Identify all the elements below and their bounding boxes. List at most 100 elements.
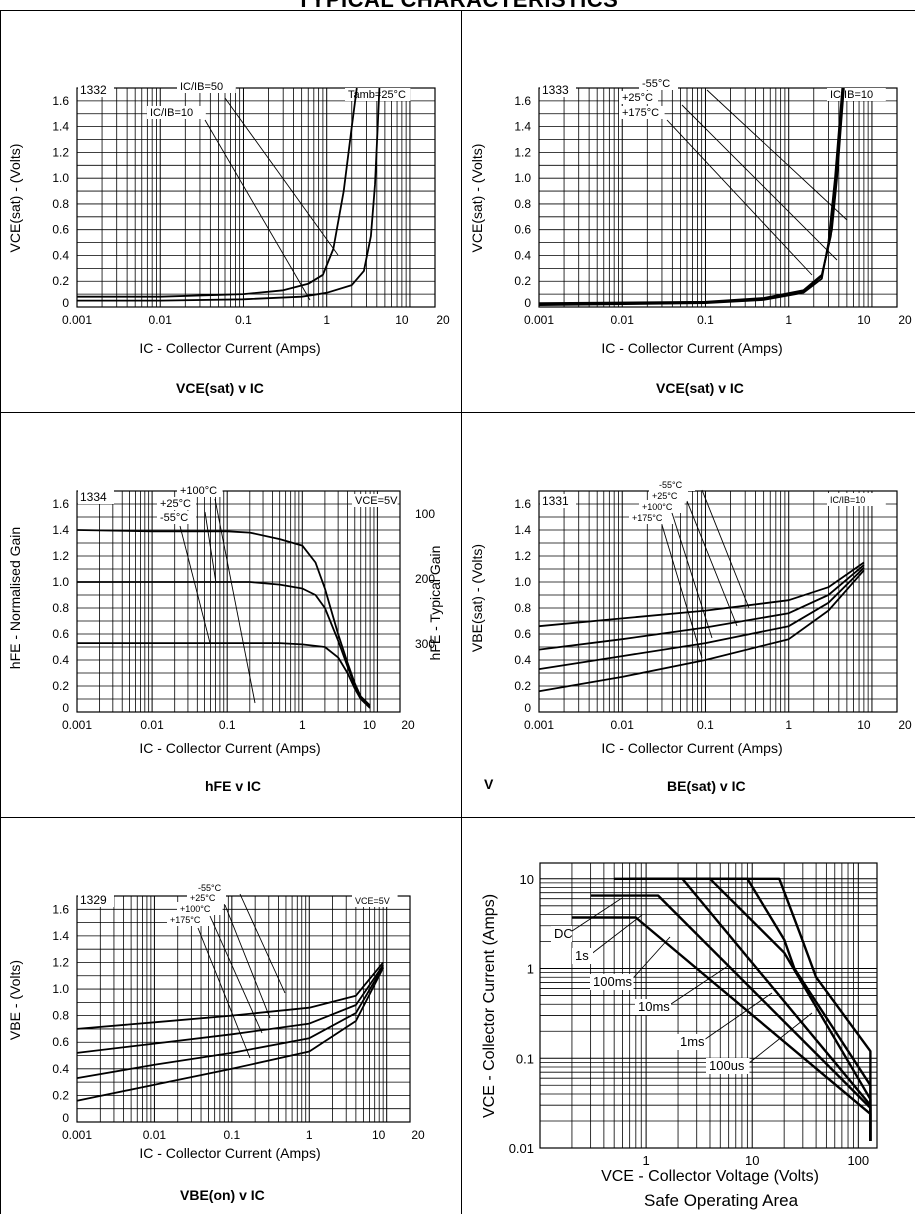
y-tick-label: 1 bbox=[527, 962, 534, 977]
annotation-label: 100ms bbox=[593, 974, 633, 989]
leader-line bbox=[224, 97, 339, 256]
series-line bbox=[538, 87, 845, 304]
y-tick-label: 1.0 bbox=[52, 982, 69, 996]
y-tick-label: 0.8 bbox=[52, 1009, 69, 1023]
figure-number-background bbox=[78, 83, 114, 97]
x-tick-label: 1 bbox=[299, 718, 306, 732]
chart-hfe-1334: +100°C+25°C -55°C VCE=5V 1334 0.001 0.01 0.1 1 1… bbox=[7, 484, 443, 756]
annotation-background bbox=[677, 1034, 706, 1050]
y-tick-label: 0.6 bbox=[52, 627, 69, 641]
leader-line bbox=[214, 498, 256, 704]
right-y-tick-label: 200 bbox=[415, 572, 435, 586]
plot-frame bbox=[76, 490, 401, 713]
series-line bbox=[76, 961, 384, 1030]
y-axis-label: VBE - (Volts) bbox=[7, 960, 23, 1040]
y-tick-label: 0 bbox=[62, 701, 69, 715]
y-tick-label: 1.0 bbox=[514, 575, 531, 589]
annotation-background bbox=[590, 974, 634, 990]
x-tick-label: 20 bbox=[898, 718, 912, 732]
x-tick-label: 0.001 bbox=[62, 1128, 92, 1142]
y-tick-label: 0 bbox=[524, 701, 531, 715]
plot-frame bbox=[538, 87, 898, 308]
series-line bbox=[538, 567, 865, 670]
panel-hfe-1334: +100°C +25°C -55°C VCE=5V 1334 0.001 0.01 0.1 1 1… bbox=[0, 413, 461, 817]
y-tick-label: 0.6 bbox=[52, 223, 69, 237]
annotation-label: IC/IB=10 bbox=[830, 89, 873, 101]
chart-title-vbeon-1329: VBE(on) v IC bbox=[180, 1187, 265, 1203]
annotation-label: -55°C bbox=[642, 78, 670, 90]
y-axis-label: VCE - Collector Current (Amps) bbox=[481, 894, 498, 1118]
y-tick-label: 1.2 bbox=[52, 955, 69, 969]
annotation-background bbox=[629, 511, 675, 524]
series-line bbox=[538, 561, 865, 628]
leader-line bbox=[179, 525, 211, 644]
leader-line bbox=[204, 119, 311, 301]
series-line bbox=[76, 529, 371, 707]
figure-number-background bbox=[78, 490, 114, 504]
row-divider-1 bbox=[0, 412, 915, 413]
y-tick-label: 1.6 bbox=[52, 497, 69, 511]
x-tick-label: 1 bbox=[306, 1128, 313, 1142]
annotation-label: 1ms bbox=[680, 1034, 705, 1049]
x-tick-label: 0.1 bbox=[224, 1128, 241, 1142]
annotation-label: 1s bbox=[575, 948, 589, 963]
chart-title-lead-vbesat-1331: V bbox=[484, 776, 494, 792]
figure-number: 1332 bbox=[80, 83, 107, 97]
y-tick-label: 0.8 bbox=[514, 197, 531, 211]
x-tick-label: 10 bbox=[745, 1153, 759, 1168]
figure-number: 1334 bbox=[80, 490, 107, 504]
annotation-label: Tamb=25°C bbox=[348, 89, 406, 101]
plot-frame bbox=[76, 87, 436, 308]
y-tick-label: 1.0 bbox=[52, 171, 69, 185]
y-tick-label: 1.6 bbox=[52, 94, 69, 108]
column-divider bbox=[461, 10, 462, 1214]
x-tick-label: 10 bbox=[363, 718, 377, 732]
panel-vcesat-1333: -55°C +25°C +175°C IC/IB=10 1333 0.001 0.01 0.1… bbox=[462, 10, 915, 412]
x-tick-label: 20 bbox=[898, 313, 912, 327]
x-tick-label: 0.001 bbox=[62, 718, 92, 732]
x-tick-label: 0.01 bbox=[611, 718, 635, 732]
x-tick-label: 10 bbox=[857, 718, 871, 732]
x-tick-label: 0.01 bbox=[611, 313, 635, 327]
series-line bbox=[538, 564, 865, 651]
chart-title-vbesat-1331: BE(sat) v IC bbox=[667, 778, 746, 794]
plot-frame bbox=[539, 862, 878, 1149]
annotation-background bbox=[635, 999, 671, 1015]
series-line bbox=[76, 964, 384, 1054]
y-tick-label: 1.0 bbox=[52, 575, 69, 589]
annotation-background bbox=[147, 106, 206, 119]
annotation-background bbox=[619, 91, 658, 104]
annotation-background bbox=[157, 511, 196, 524]
left-border bbox=[0, 10, 1, 1214]
panel-vcesat-1332: IC/IB=50 IC/IB=10 Tamb=25°C 1332 0.001 0.01 0.… bbox=[0, 10, 461, 412]
annotation-background bbox=[572, 948, 593, 964]
annotation-label: +175°C bbox=[632, 513, 663, 523]
annotation-label: +25°C bbox=[160, 498, 191, 510]
series-line bbox=[538, 87, 844, 306]
x-tick-label: 0.001 bbox=[62, 313, 92, 327]
figure-number-background bbox=[540, 83, 576, 97]
y-tick-label: 0.8 bbox=[52, 601, 69, 615]
annotation-background bbox=[352, 494, 398, 507]
y-tick-label: 0.2 bbox=[52, 1088, 69, 1102]
chart-title-hfe-1334: hFE v IC bbox=[205, 778, 262, 794]
annotation-background bbox=[345, 88, 411, 101]
annotation-label: -55°C bbox=[198, 883, 222, 893]
chart-vbeon-1329: -55°C+25°C+100°C+175°C VCE=5V 1329 0.001 0.0… bbox=[7, 881, 425, 1161]
annotation-background bbox=[177, 80, 236, 93]
x-axis-label: VCE - Collector Voltage (Volts) bbox=[601, 1168, 819, 1185]
leader-line bbox=[681, 104, 838, 261]
series-line bbox=[538, 87, 844, 306]
x-tick-label: 1 bbox=[642, 1153, 649, 1168]
series-line bbox=[77, 87, 358, 298]
y-tick-label: 0.4 bbox=[52, 248, 69, 262]
leader-line bbox=[671, 512, 713, 639]
y-tick-label: 1.4 bbox=[52, 120, 69, 134]
annotation-label: 10ms bbox=[638, 999, 670, 1014]
figure-number: 1333 bbox=[542, 83, 569, 97]
x-tick-label: 20 bbox=[411, 1128, 425, 1142]
right-y-tick-label: 300 bbox=[415, 637, 435, 651]
annotation-background bbox=[167, 913, 213, 926]
y-tick-label: 0 bbox=[524, 296, 531, 310]
